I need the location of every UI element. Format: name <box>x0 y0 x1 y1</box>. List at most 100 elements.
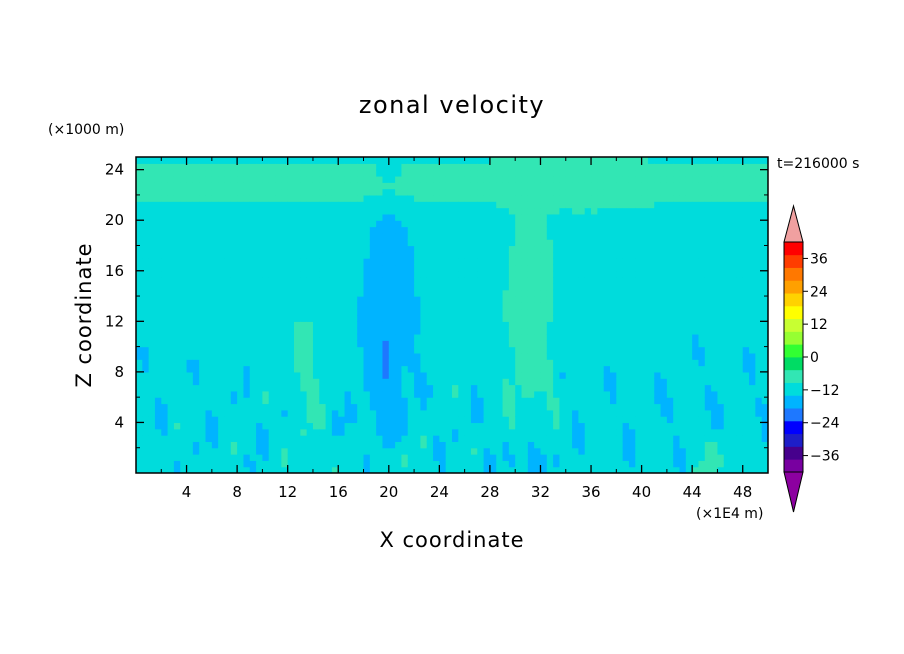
heatmap-cell <box>527 264 535 272</box>
heatmap-cell <box>401 378 409 386</box>
heatmap-cell <box>376 182 384 190</box>
heatmap-cell <box>350 302 358 310</box>
heatmap-cell <box>350 435 358 442</box>
heatmap-cell <box>433 315 440 322</box>
heatmap-cell <box>717 359 725 367</box>
heatmap-cell <box>679 258 687 266</box>
heatmap-cell <box>515 182 523 190</box>
heatmap-cell <box>357 258 365 266</box>
heatmap-cell <box>275 340 282 348</box>
heatmap-cell <box>148 441 156 449</box>
heatmap-cell <box>565 258 573 266</box>
heatmap-cell <box>534 447 542 455</box>
heatmap-cell <box>312 270 320 278</box>
heatmap-cell <box>578 384 586 392</box>
heatmap-cell <box>237 213 245 221</box>
heatmap-cell <box>344 340 352 348</box>
heatmap-cell <box>489 264 497 272</box>
heatmap-cell <box>603 409 611 417</box>
heatmap-cell <box>338 258 346 266</box>
heatmap-cell <box>641 308 649 316</box>
heatmap-cell <box>679 409 687 417</box>
heatmap-cell <box>534 201 542 209</box>
heatmap-cell <box>578 226 586 234</box>
heatmap-cell <box>527 251 535 259</box>
heatmap-cell <box>452 333 459 341</box>
heatmap-cell <box>388 447 396 455</box>
heatmap-cell <box>742 308 750 316</box>
heatmap-cell <box>167 245 175 253</box>
heatmap-cell <box>414 378 421 386</box>
heatmap-cell <box>344 397 352 405</box>
heatmap-cell <box>641 302 649 310</box>
heatmap-cell <box>622 422 630 430</box>
heatmap-cell <box>439 371 447 379</box>
heatmap-cell <box>357 232 365 240</box>
heatmap-cell <box>363 157 371 164</box>
heatmap-cell <box>350 163 358 171</box>
heatmap-cell <box>458 403 466 411</box>
heatmap-cell <box>186 371 194 379</box>
heatmap-cell <box>338 384 346 392</box>
heatmap-cell <box>161 384 169 392</box>
heatmap-cell <box>692 315 700 322</box>
heatmap-cell <box>199 207 207 215</box>
heatmap-cell <box>489 201 497 209</box>
heatmap-cell <box>262 416 270 424</box>
heatmap-cell <box>192 340 200 348</box>
heatmap-cell <box>395 277 403 284</box>
heatmap-cell <box>666 365 674 373</box>
heatmap-cell <box>439 226 447 234</box>
heatmap-cell <box>553 245 561 253</box>
heatmap-cell <box>256 270 263 278</box>
heatmap-cell <box>527 277 535 284</box>
heatmap-cell <box>325 264 333 272</box>
heatmap-cell <box>401 447 409 455</box>
heatmap-cell <box>142 201 150 209</box>
heatmap-cell <box>673 327 681 335</box>
heatmap-cell <box>452 194 459 202</box>
heatmap-cell <box>186 416 194 424</box>
heatmap-cell <box>647 359 655 367</box>
heatmap-cell <box>540 239 548 247</box>
heatmap-cell <box>717 422 725 430</box>
heatmap-cell <box>679 454 687 461</box>
heatmap-cell <box>698 258 706 266</box>
heatmap-cell <box>477 371 485 379</box>
heatmap-cell <box>692 207 700 215</box>
heatmap-cell <box>199 277 207 284</box>
heatmap-cell <box>161 352 169 360</box>
heatmap-cell <box>597 169 605 177</box>
heatmap-cell <box>344 460 352 468</box>
heatmap-cell <box>237 245 245 253</box>
heatmap-cell <box>496 194 504 202</box>
heatmap-cell <box>723 207 731 215</box>
heatmap-cell <box>249 397 257 405</box>
heatmap-cell <box>647 397 655 405</box>
heatmap-cell <box>616 409 624 417</box>
heatmap-cell <box>565 220 573 228</box>
heatmap-cell <box>262 390 270 398</box>
heatmap-cell <box>376 365 384 373</box>
heatmap-cell <box>572 416 579 424</box>
heatmap-cell <box>338 435 346 442</box>
heatmap-cell <box>527 390 535 398</box>
heatmap-cell <box>426 220 434 228</box>
heatmap-cell <box>515 428 523 436</box>
heatmap-cell <box>622 454 630 461</box>
heatmap-cell <box>287 270 295 278</box>
heatmap-cell <box>445 378 453 386</box>
heatmap-cell <box>641 245 649 253</box>
heatmap-cell <box>654 441 662 449</box>
heatmap-cell <box>230 277 238 284</box>
heatmap-cell <box>344 333 352 341</box>
heatmap-cell <box>401 169 409 177</box>
heatmap-cell <box>761 251 768 259</box>
heatmap-cell <box>186 251 194 259</box>
heatmap-cell <box>464 352 472 360</box>
heatmap-cell <box>388 232 396 240</box>
heatmap-cell <box>521 264 529 272</box>
heatmap-cell <box>199 163 207 171</box>
heatmap-cell <box>388 390 396 398</box>
heatmap-cell <box>256 333 263 341</box>
